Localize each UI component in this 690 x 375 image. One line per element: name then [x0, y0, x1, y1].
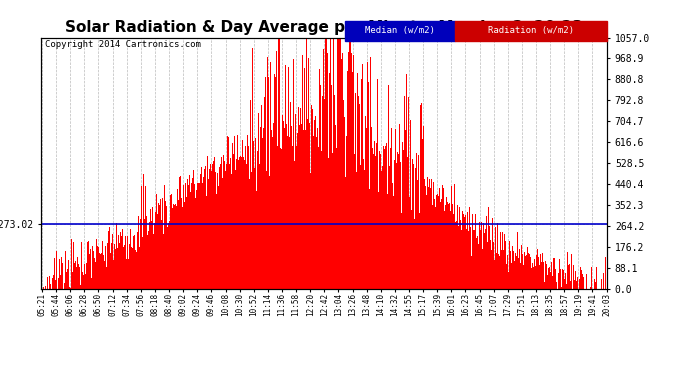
- Text: Median (w/m2): Median (w/m2): [365, 26, 435, 36]
- Text: Radiation (w/m2): Radiation (w/m2): [488, 26, 574, 36]
- Text: Copyright 2014 Cartronics.com: Copyright 2014 Cartronics.com: [45, 40, 201, 49]
- Bar: [455, 21, 607, 41]
- Bar: [345, 21, 455, 41]
- Title: Solar Radiation & Day Average per Minute  Mon Jun 2  20:23: Solar Radiation & Day Average per Minute…: [66, 20, 583, 35]
